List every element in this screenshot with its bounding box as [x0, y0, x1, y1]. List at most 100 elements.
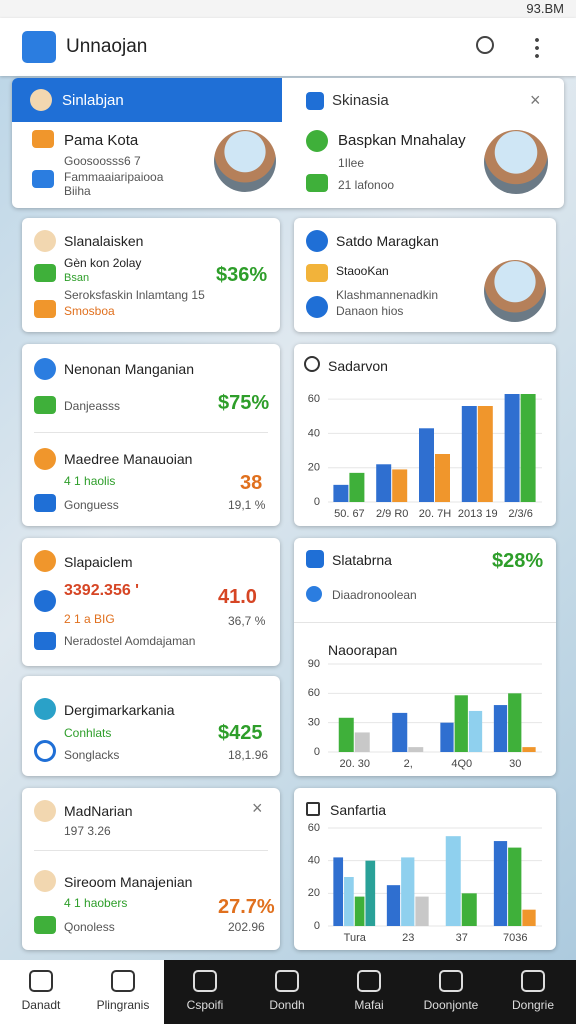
bar	[338, 717, 354, 752]
x-tick-label: 4Q0	[451, 758, 472, 770]
nav-item[interactable]: Plingranis	[82, 962, 164, 1024]
nav-item[interactable]: Dondh	[246, 962, 328, 1024]
x-tick-label: 37	[456, 932, 468, 944]
bar	[440, 722, 454, 752]
nav-item[interactable]: Mafai	[328, 962, 410, 1024]
card-title: Maedree Manauoian	[64, 451, 193, 467]
card-text: Gonguess	[64, 498, 119, 512]
x-tick-label: 2/9 R0	[376, 508, 408, 520]
nav-item[interactable]: Cspoifi	[164, 962, 246, 1024]
card-text: Diaadronoolean	[332, 588, 417, 602]
card: Nenonan Manganian Danjeasss $75% Maedree…	[22, 344, 280, 526]
card-text: StaooKan	[336, 264, 389, 278]
item-text: 1Ilee	[338, 156, 365, 170]
card-text: 197 3.26	[64, 824, 111, 838]
item-text: Fammaaiaripaiooa	[64, 170, 164, 184]
nav-item[interactable]: Dongrie	[492, 962, 574, 1024]
nav-icon	[439, 970, 463, 992]
bar	[354, 732, 370, 752]
bar	[522, 909, 536, 926]
item-text: Biiha	[64, 184, 91, 198]
bar	[477, 406, 493, 502]
nav-label: Dondh	[269, 998, 305, 1012]
x-tick-label: 2/3/6	[508, 508, 532, 520]
bar	[333, 484, 349, 502]
nav-light	[0, 960, 164, 1024]
card-text: 202.96	[228, 920, 265, 934]
card: Dergimarkarkania Conhlats Songlacks $425…	[22, 676, 280, 776]
nav-item[interactable]: Doonjonte	[410, 962, 492, 1024]
card-text: Conhlats	[64, 726, 112, 740]
close-icon[interactable]: ×	[252, 798, 263, 818]
chart: 0 20 40 60 50. 67 2/9 R0 20. 7H 2013 19 2/3/6	[308, 393, 542, 520]
app-title: Unnaojan	[66, 36, 148, 57]
nav-icon	[521, 970, 545, 992]
item-text: 21 lafonoo	[338, 178, 395, 192]
status-bar: 93.BM	[0, 0, 576, 18]
x-tick-label: 50. 67	[334, 508, 365, 520]
bar	[392, 469, 408, 502]
card-text: 4 1 haolis	[64, 474, 116, 488]
bar	[508, 847, 522, 926]
x-tick-label: 30	[509, 758, 521, 770]
y-tick-label: 0	[314, 920, 320, 932]
app-bar: Unnaojan	[0, 18, 576, 76]
card-title: Dergimarkarkania	[64, 702, 175, 718]
y-tick-label: 60	[308, 393, 320, 405]
nav-item[interactable]: Danadt	[0, 962, 82, 1024]
tab-inactive[interactable]: Skinasia ×	[282, 78, 564, 122]
x-tick-label: 7036	[503, 932, 527, 944]
nav-label: Danadt	[21, 998, 61, 1012]
image	[484, 130, 548, 194]
card: MadNarian × 197 3.26 Sireoom Manajenian …	[22, 788, 280, 950]
bar	[435, 454, 450, 502]
bar	[392, 712, 408, 752]
card-text: 4 1 haobers	[64, 896, 128, 910]
bar	[508, 693, 522, 752]
tab-active[interactable]: Sinlabjan	[12, 78, 282, 122]
chart-title: Naoorapan	[328, 642, 398, 658]
card-value: 27.7%	[218, 896, 275, 918]
bar	[493, 841, 508, 926]
chart-card: Slatabrna $28% Diaadronoolean Naoorapan …	[294, 538, 556, 776]
card-text: 3392.356 '	[64, 582, 139, 599]
x-tick-label: 20. 7H	[419, 508, 451, 520]
card-text: Neradostel Aomdajaman	[64, 634, 196, 648]
bar	[401, 857, 415, 926]
chart-card: Sadarvon 0 20 40 60 50. 67 2/9 R0 20. 7H 2013 1…	[294, 344, 556, 526]
card: Satdo Maragkan StaooKan Klashmannenadkin…	[294, 218, 556, 332]
y-tick-label: 30	[308, 717, 320, 729]
chart-card: Sanfartia 0 20 40 60 Tura 23 37 7036	[294, 788, 556, 950]
tab-card: Sinlabjan Skinasia × Pama Kota Goosoosss…	[12, 78, 564, 208]
card-text: Seroksfaskin lnlamtang 15	[64, 288, 205, 302]
tab-label: Skinasia	[332, 92, 389, 109]
bar	[344, 877, 354, 926]
x-tick-label: Tura	[344, 932, 367, 944]
card-text: Danjeasss	[64, 399, 121, 413]
bar	[408, 747, 424, 752]
close-icon[interactable]: ×	[530, 90, 541, 110]
nav-label: Plingranis	[96, 998, 150, 1012]
x-tick-label: 2,	[404, 758, 413, 770]
menu-button[interactable]	[22, 31, 56, 63]
item-text: Goosoosss6 7	[64, 154, 141, 168]
y-tick-label: 90	[308, 658, 320, 670]
chart-title: Sadarvon	[328, 358, 388, 374]
x-tick-label: 23	[402, 932, 414, 944]
nav-icon	[357, 970, 381, 992]
card-text: 36,7 %	[228, 614, 266, 628]
card: Slanalaisken Gèn kon 2olay Bsan $36% Ser…	[22, 218, 280, 332]
nav-icon	[111, 970, 135, 992]
card-text: Smosboa	[64, 304, 115, 318]
item-title: Pama Kota	[64, 132, 139, 149]
card-title: Slapaiclem	[64, 554, 133, 570]
more-button[interactable]	[535, 36, 539, 58]
bar	[349, 472, 365, 502]
bar	[445, 836, 461, 926]
nav-label: Doonjonte	[423, 998, 479, 1012]
nav-label: Mafai	[354, 998, 384, 1012]
bar	[468, 710, 483, 752]
status-time: 93.BM	[526, 1, 564, 16]
search-button[interactable]	[476, 36, 494, 54]
bar	[333, 857, 344, 926]
